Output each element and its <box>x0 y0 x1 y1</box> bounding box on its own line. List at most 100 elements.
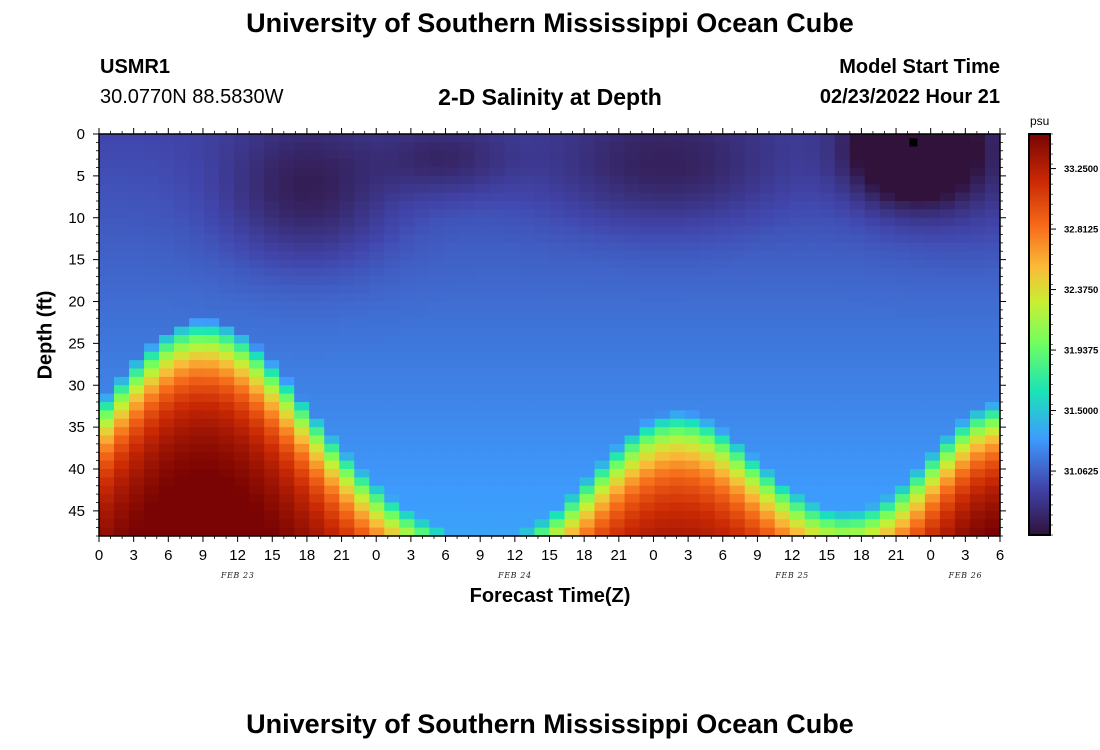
heatmap-cell <box>639 167 656 177</box>
heatmap-cell <box>99 485 115 495</box>
heatmap-cell <box>939 376 956 386</box>
heatmap-cell <box>624 209 641 219</box>
heatmap-cell <box>864 452 881 462</box>
heatmap-cell <box>714 209 731 219</box>
heatmap-cell <box>984 134 1000 143</box>
heatmap-cell <box>624 184 641 194</box>
heatmap-cell <box>159 402 175 411</box>
heatmap-cell <box>219 318 235 328</box>
heatmap-cell <box>594 368 611 378</box>
heatmap-cell <box>609 259 626 269</box>
heatmap-cell <box>429 276 445 286</box>
heatmap-cell <box>579 351 596 361</box>
heatmap-cell <box>189 510 205 520</box>
heatmap-cell <box>624 251 641 261</box>
heatmap-cell <box>924 184 941 194</box>
heatmap-cell <box>744 360 761 370</box>
heatmap-cell <box>834 192 851 202</box>
heatmap-cell <box>984 326 1000 336</box>
heatmap-cell <box>234 192 250 202</box>
heatmap-cell <box>939 150 956 160</box>
heatmap-cell <box>669 175 686 185</box>
heatmap-cell <box>879 502 896 512</box>
heatmap-cell <box>639 217 656 227</box>
heatmap-cell <box>819 368 836 378</box>
heatmap-cell <box>159 510 175 520</box>
heatmap-cell <box>354 351 370 361</box>
heatmap-cell <box>264 268 280 277</box>
heatmap-cell <box>714 159 731 169</box>
heatmap-cell <box>579 159 596 169</box>
heatmap-cell <box>924 494 941 504</box>
heatmap-cell <box>939 469 956 478</box>
heatmap-cell <box>909 184 926 194</box>
heatmap-cell <box>609 217 626 227</box>
heatmap-cell <box>99 477 115 487</box>
heatmap-cell <box>804 427 821 437</box>
heatmap-cell <box>849 184 866 194</box>
heatmap-cell <box>669 385 686 395</box>
heatmap-cell <box>639 351 656 361</box>
heatmap-cell <box>549 242 566 252</box>
heatmap-cell <box>504 175 521 185</box>
heatmap-cell <box>699 402 716 411</box>
heatmap-cell <box>159 360 175 370</box>
heatmap-cell <box>684 217 701 227</box>
heatmap-cell <box>939 410 956 420</box>
heatmap-cell <box>759 175 776 185</box>
heatmap-cell <box>579 251 596 261</box>
heatmap-cell <box>639 309 656 319</box>
heatmap-cell <box>729 284 746 294</box>
heatmap-cell <box>474 410 491 420</box>
heatmap-cell <box>909 217 926 227</box>
heatmap-cell <box>789 393 806 403</box>
heatmap-cell <box>129 209 145 219</box>
heatmap-cell <box>639 134 656 143</box>
heatmap-cell <box>939 175 956 185</box>
heatmap-cell <box>204 485 220 495</box>
heatmap-cell <box>909 268 926 277</box>
heatmap-cell <box>804 159 821 169</box>
heatmap-cell <box>609 234 626 244</box>
heatmap-cell <box>369 301 385 311</box>
heatmap-cell <box>969 192 986 202</box>
y-tick-label: 5 <box>77 168 85 185</box>
heatmap-cell <box>624 443 641 453</box>
heatmap-cell <box>474 251 491 261</box>
heatmap-cell <box>444 134 460 143</box>
heatmap-cell <box>234 385 250 395</box>
heatmap-cell <box>474 217 491 227</box>
heatmap-cell <box>504 259 521 269</box>
heatmap-cell <box>984 217 1000 227</box>
heatmap-cell <box>729 192 746 202</box>
heatmap-cell <box>504 159 521 169</box>
heatmap-cell <box>594 259 611 269</box>
heatmap-cell <box>249 201 265 210</box>
heatmap-cell <box>234 376 250 386</box>
heatmap-cell <box>924 234 941 244</box>
heatmap-cell <box>609 519 626 529</box>
heatmap-cell <box>249 368 265 378</box>
heatmap-cell <box>429 301 445 311</box>
heatmap-cell <box>159 443 175 453</box>
heatmap-cell <box>609 418 626 428</box>
day-label: FEB 24 <box>497 571 532 580</box>
heatmap-cell <box>369 201 385 210</box>
x-tick-label: 15 <box>264 547 281 564</box>
heatmap-cell <box>159 167 175 177</box>
heatmap-cell <box>534 217 551 227</box>
heatmap-cell <box>189 276 205 286</box>
heatmap-cell <box>219 519 235 529</box>
y-tick-label: 35 <box>68 419 85 436</box>
heatmap-cell <box>594 251 611 261</box>
heatmap-cell <box>864 343 881 353</box>
heatmap-cell <box>744 368 761 378</box>
heatmap-cell <box>489 368 506 378</box>
heatmap-cell <box>909 494 926 504</box>
heatmap-cell <box>864 134 881 143</box>
heatmap-cell <box>399 385 415 395</box>
heatmap-cell <box>924 268 941 277</box>
heatmap-cell <box>639 284 656 294</box>
heatmap-cell <box>639 510 656 520</box>
heatmap-cell <box>669 159 686 169</box>
